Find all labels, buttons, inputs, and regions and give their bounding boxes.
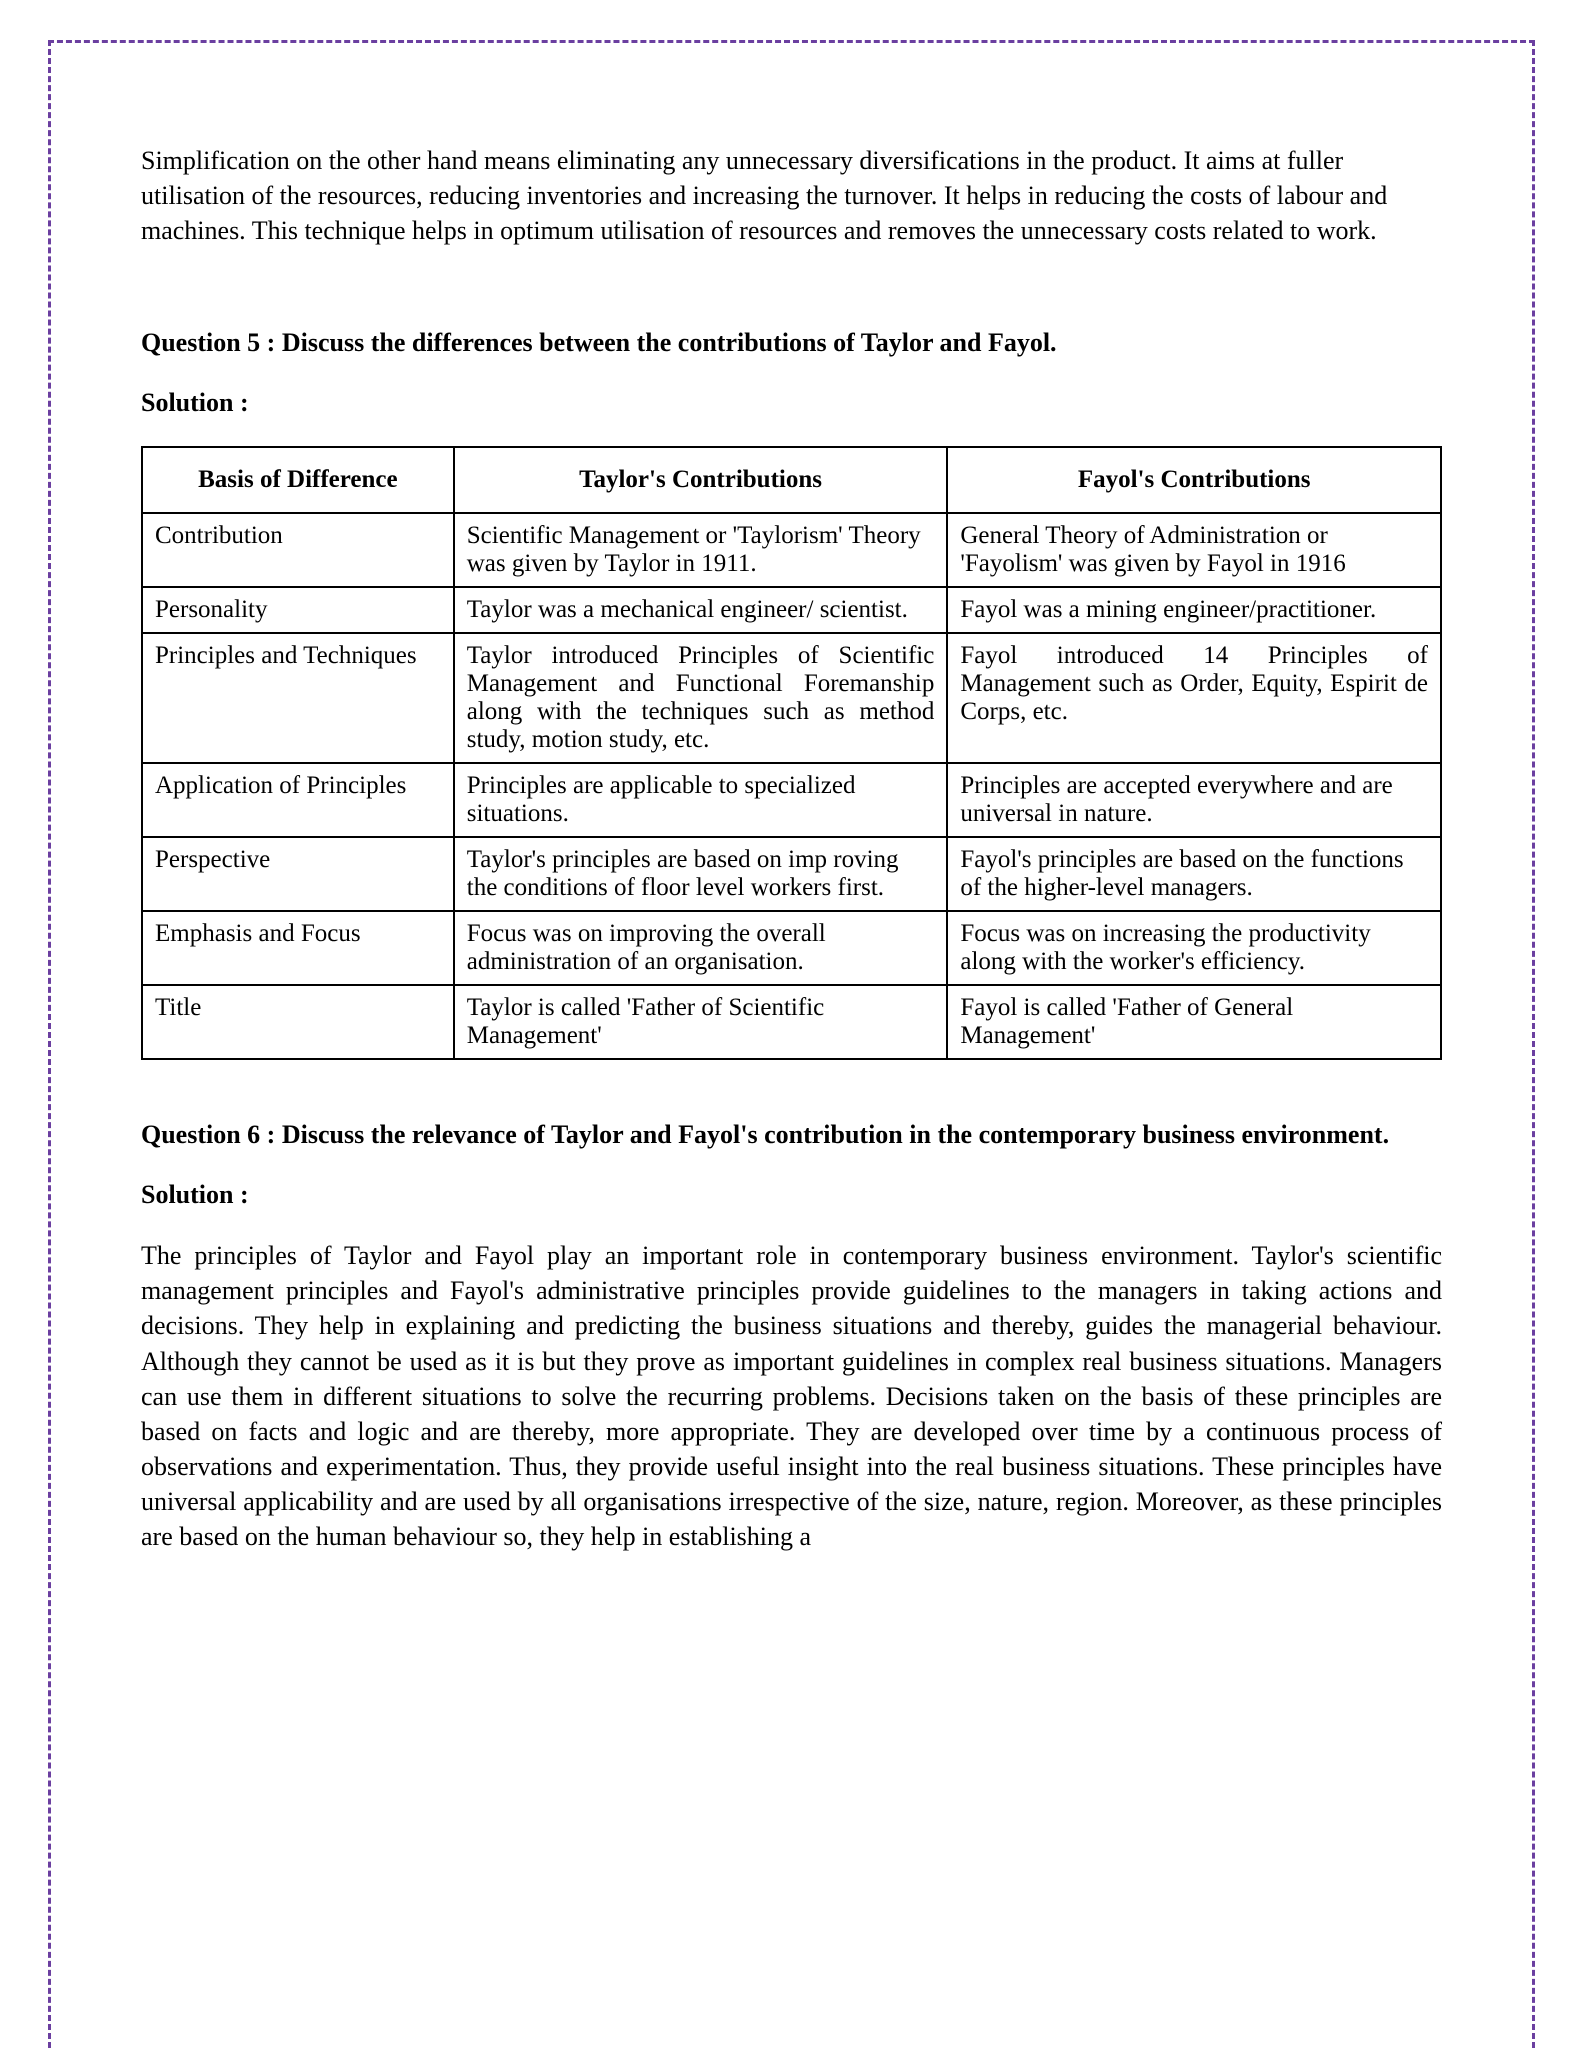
table-row: Emphasis and Focus Focus was on improvin… [142,911,1441,985]
question-5-heading: Question 5 : Discuss the differences bet… [141,328,1442,358]
cell-fayol: Fayol introduced 14 Principles of Manage… [947,633,1441,763]
cell-taylor: Principles are applicable to specialized… [454,763,948,837]
table-row: Application of Principles Principles are… [142,763,1441,837]
question-6-body: The principles of Taylor and Fayol play … [141,1238,1442,1554]
cell-taylor: Focus was on improving the overall admin… [454,911,948,985]
page-frame: Simplification on the other hand means e… [48,40,1535,2048]
cell-fayol: General Theory of Administration or 'Fay… [947,513,1441,587]
cell-basis: Perspective [142,837,454,911]
cell-taylor: Taylor's principles are based on imp rov… [454,837,948,911]
table-row: Contribution Scientific Management or 'T… [142,513,1441,587]
cell-fayol: Fayol is called 'Father of General Manag… [947,985,1441,1059]
question-6-heading: Question 6 : Discuss the relevance of Ta… [141,1120,1442,1150]
intro-paragraph: Simplification on the other hand means e… [141,143,1442,248]
header-basis: Basis of Difference [142,447,454,513]
header-fayol: Fayol's Contributions [947,447,1441,513]
cell-taylor: Scientific Management or 'Taylorism' The… [454,513,948,587]
cell-taylor: Taylor introduced Principles of Scientif… [454,633,948,763]
cell-fayol: Fayol was a mining engineer/practitioner… [947,587,1441,633]
table-row: Principles and Techniques Taylor introdu… [142,633,1441,763]
header-taylor: Taylor's Contributions [454,447,948,513]
cell-fayol: Principles are accepted everywhere and a… [947,763,1441,837]
cell-fayol: Fayol's principles are based on the func… [947,837,1441,911]
table-header-row: Basis of Difference Taylor's Contributio… [142,447,1441,513]
table-body: Contribution Scientific Management or 'T… [142,513,1441,1059]
cell-basis: Application of Principles [142,763,454,837]
table-row: Perspective Taylor's principles are base… [142,837,1441,911]
comparison-table: Basis of Difference Taylor's Contributio… [141,446,1442,1060]
cell-basis: Principles and Techniques [142,633,454,763]
cell-fayol: Focus was on increasing the productivity… [947,911,1441,985]
table-row: Personality Taylor was a mechanical engi… [142,587,1441,633]
cell-basis: Contribution [142,513,454,587]
cell-basis: Title [142,985,454,1059]
question-6-solution-label: Solution : [141,1180,1442,1210]
cell-taylor: Taylor was a mechanical engineer/ scient… [454,587,948,633]
table-row: Title Taylor is called 'Father of Scient… [142,985,1441,1059]
cell-taylor: Taylor is called 'Father of Scientific M… [454,985,948,1059]
question-5-solution-label: Solution : [141,388,1442,418]
cell-basis: Personality [142,587,454,633]
cell-basis: Emphasis and Focus [142,911,454,985]
